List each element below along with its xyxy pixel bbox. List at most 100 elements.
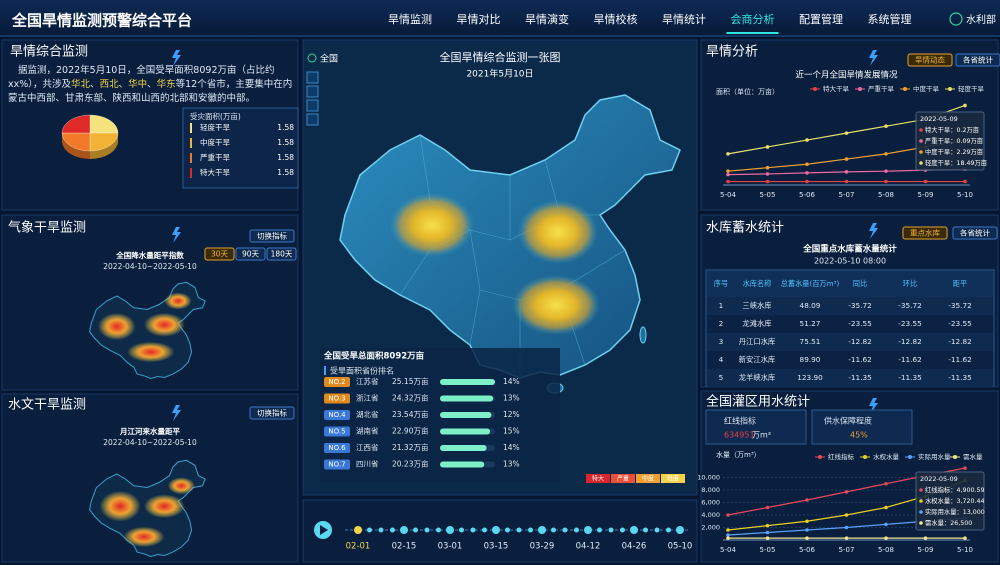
rank-number: NO.6 bbox=[328, 444, 346, 452]
legend-label[interactable]: 需水量 bbox=[963, 452, 983, 461]
data-point bbox=[884, 152, 888, 156]
timeline-dot bbox=[516, 527, 522, 533]
timeline-node[interactable] bbox=[676, 526, 684, 534]
legend-label[interactable]: 红线指标 bbox=[828, 452, 855, 461]
map-tools[interactable] bbox=[306, 71, 319, 126]
tab[interactable] bbox=[235, 247, 266, 261]
user-icon[interactable] bbox=[949, 12, 963, 26]
timeline-label[interactable]: 02-15 bbox=[392, 542, 417, 552]
legend-title: 受灾面积(万亩) bbox=[190, 111, 241, 121]
legend-label[interactable]: 特大干旱 bbox=[823, 84, 850, 93]
button[interactable] bbox=[249, 406, 295, 420]
button-label[interactable]: 旱情动态 bbox=[915, 55, 945, 65]
tab-label[interactable]: 90天 bbox=[242, 250, 260, 259]
button[interactable] bbox=[902, 226, 948, 240]
button[interactable] bbox=[955, 53, 1000, 67]
button-label[interactable]: 各省统计 bbox=[963, 55, 993, 65]
chart-title: 近一个月全国旱情发展情况 bbox=[795, 70, 898, 81]
timeline-node[interactable] bbox=[400, 526, 408, 534]
timeline-node[interactable] bbox=[630, 526, 638, 534]
table-cell: 龙羊峡水库 bbox=[739, 373, 775, 382]
map-date: 2022-04-10~2022-05-10 bbox=[103, 262, 197, 271]
timeline-node[interactable] bbox=[354, 526, 362, 534]
province: 江苏省 bbox=[356, 376, 379, 386]
timeline-label[interactable]: 03-01 bbox=[438, 542, 463, 552]
share: 13% bbox=[503, 394, 520, 403]
user-name[interactable]: 水利部 bbox=[966, 13, 996, 26]
button-label[interactable]: 各省统计 bbox=[960, 228, 990, 238]
data-point bbox=[844, 179, 849, 184]
timeline-label[interactable]: 03-29 bbox=[530, 542, 555, 552]
button-label[interactable]: 切换指标 bbox=[257, 231, 287, 241]
pie-slice bbox=[89, 114, 119, 134]
button-label[interactable]: 切换指标 bbox=[257, 408, 287, 418]
nav-item[interactable]: 旱情对比 bbox=[457, 12, 501, 26]
data-point bbox=[805, 138, 809, 142]
legend-label[interactable]: 水权水量 bbox=[873, 452, 900, 461]
table-row bbox=[707, 369, 993, 387]
legend-swatch bbox=[190, 168, 192, 178]
column-header: 水库名称 bbox=[743, 279, 772, 288]
text-segment: 、 bbox=[90, 79, 100, 90]
timeline-label[interactable]: 04-12 bbox=[576, 542, 601, 552]
rank-badge bbox=[324, 377, 350, 387]
timeline-node[interactable] bbox=[538, 526, 546, 534]
nav-item[interactable]: 旱情统计 bbox=[662, 13, 706, 26]
timeline-dot bbox=[654, 527, 660, 533]
timeline-node[interactable] bbox=[584, 526, 592, 534]
legend-label[interactable]: 轻度干旱 bbox=[958, 84, 985, 93]
timeline-label[interactable]: 02-01 bbox=[346, 542, 371, 552]
share: 13% bbox=[503, 460, 520, 469]
legend-dot bbox=[908, 455, 912, 459]
timeline-dot bbox=[436, 527, 441, 533]
map-subtitle: 全国降水量距平指数 bbox=[115, 250, 184, 260]
timeline-label[interactable]: 05-10 bbox=[668, 542, 693, 552]
tooltip bbox=[915, 471, 985, 531]
nav-item[interactable]: 旱情演变 bbox=[525, 12, 569, 26]
rank-number: NO.7 bbox=[328, 461, 345, 469]
nav-item[interactable]: 会商分析 bbox=[731, 12, 775, 26]
timeline-node[interactable] bbox=[492, 526, 500, 534]
nav-item[interactable]: 系统管理 bbox=[868, 12, 912, 26]
button[interactable] bbox=[907, 53, 953, 67]
data-point bbox=[884, 124, 888, 129]
nav-item[interactable]: 旱情校核 bbox=[594, 12, 638, 26]
supply-box bbox=[811, 409, 913, 445]
area-label: 20.23万亩 bbox=[392, 459, 429, 469]
tab-label[interactable]: 30天 bbox=[211, 250, 229, 259]
legend-value: 1.58 bbox=[277, 168, 294, 177]
data-point bbox=[963, 179, 967, 184]
table-cell: -12.82 bbox=[898, 337, 922, 346]
play-icon[interactable] bbox=[320, 525, 328, 535]
button-label[interactable]: 重点水库 bbox=[910, 228, 940, 238]
overview-text: 据监测，2022年5月10日，全国受旱面积8092万亩（占比约xx%），共涉及华… bbox=[8, 64, 296, 106]
timeline-label[interactable]: 03-15 bbox=[484, 542, 509, 552]
timeline-node[interactable] bbox=[446, 526, 454, 534]
timeline-dot bbox=[424, 527, 430, 533]
table-cell: -11.62 bbox=[948, 355, 972, 364]
legend-label[interactable]: 严重干旱 bbox=[868, 85, 895, 93]
tab-label[interactable]: 180天 bbox=[271, 250, 293, 259]
region-label[interactable]: 全国 bbox=[320, 53, 338, 65]
tab[interactable] bbox=[204, 247, 235, 261]
nav-item[interactable]: 配置管理 bbox=[799, 12, 843, 26]
data-point bbox=[805, 528, 809, 532]
data-point bbox=[726, 179, 730, 184]
tab[interactable] bbox=[266, 247, 297, 261]
share: 14% bbox=[503, 443, 520, 452]
legend-label[interactable]: 中度干旱 bbox=[913, 84, 940, 93]
tooltip-dot bbox=[919, 488, 923, 492]
table-cell: -12.82 bbox=[848, 337, 872, 346]
legend-label[interactable]: 实际用水量 bbox=[918, 452, 951, 461]
legend-dot bbox=[903, 87, 907, 91]
y-tick-label: 6,000 bbox=[701, 499, 720, 507]
timeline-dot bbox=[367, 527, 372, 533]
text-segment: 等12个省市，主要集中在内蒙古中西部、甘肃东部、陕西和山西的北部和安徽的中部。 bbox=[8, 79, 293, 104]
button[interactable] bbox=[952, 226, 998, 240]
table-cell: 75.51 bbox=[800, 337, 821, 346]
timeline-label[interactable]: 04-26 bbox=[622, 542, 647, 552]
button[interactable] bbox=[249, 229, 295, 243]
nav-item[interactable]: 旱情监测 bbox=[388, 13, 432, 26]
tooltip-line: 水权水量：3,720.44 bbox=[925, 496, 985, 505]
timeline-dot bbox=[643, 527, 648, 533]
